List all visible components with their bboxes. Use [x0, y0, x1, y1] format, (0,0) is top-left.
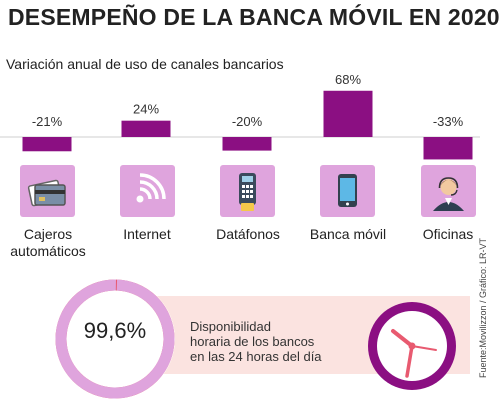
- chart-title: Variación anual de uso de canales bancar…: [6, 56, 284, 72]
- category-label: Datáfonos: [216, 226, 280, 242]
- bank-teller-icon: [421, 165, 476, 217]
- bar: [121, 120, 171, 137]
- bar-value-label: -20%: [232, 114, 263, 129]
- bar: [22, 137, 72, 152]
- category-label: Banca móvil: [309, 226, 387, 242]
- availability-text: Disponibilidad horaria de los bancos en …: [190, 319, 322, 364]
- credit-card-icon: [20, 165, 75, 217]
- page-title: DESEMPEÑO DE LA BANCA MÓVIL EN 2020: [8, 4, 500, 30]
- bar-value-label: 24%: [133, 102, 159, 117]
- category-label: Cajeros automáticos: [10, 226, 86, 259]
- ring-fill: [55, 279, 175, 399]
- availability-ring: [55, 279, 175, 399]
- clock-icon: [368, 302, 456, 390]
- bar: [222, 137, 272, 151]
- category-label: Internet: [123, 226, 171, 242]
- wifi-signal-icon: [120, 165, 175, 217]
- availability-value: 99,6%: [83, 318, 147, 343]
- bar: [323, 90, 373, 137]
- bar-value-label: -21%: [32, 114, 63, 129]
- card-terminal-icon: [220, 165, 275, 217]
- category-label: Oficinas: [422, 226, 474, 242]
- bar-value-label: 68%: [335, 72, 361, 87]
- bar-value-label: -33%: [433, 114, 464, 129]
- bar-chart: -21% 24% -20% 68% -33%: [0, 72, 480, 160]
- source-credit: Fuente:Movilizzon / Gráfico: LR-VT: [478, 237, 488, 378]
- smartphone-icon: [320, 165, 375, 217]
- bar: [423, 137, 473, 160]
